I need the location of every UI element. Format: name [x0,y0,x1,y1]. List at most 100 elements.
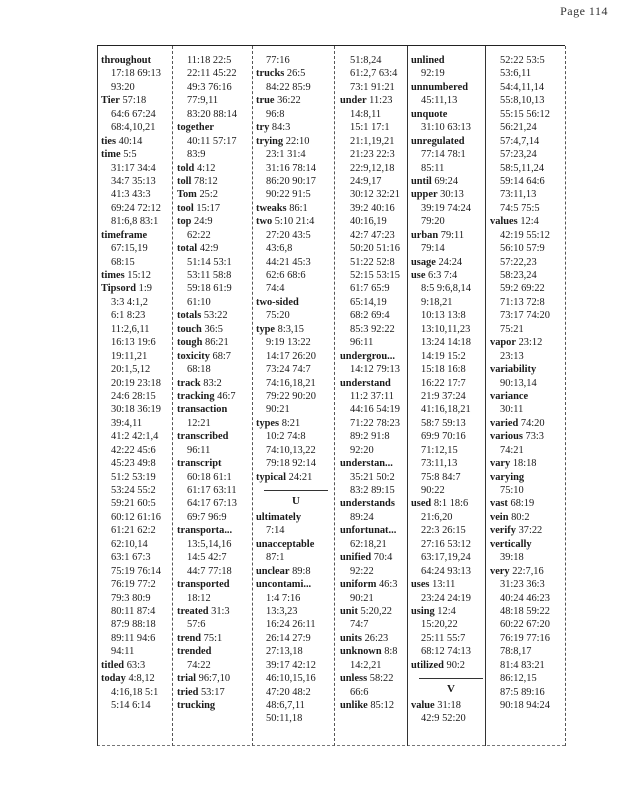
page-line-refs: 40:11 57:17 [187,135,237,147]
index-term: unnumbered [411,81,468,93]
page-line-refs: 81:6,8 83:1 [111,216,159,228]
page-line-refs: 36:5 [204,323,223,335]
index-entry: tough 86:21 [177,336,257,349]
index-term: tool [177,202,194,214]
page-line-refs: 59:21 60:5 [111,498,156,510]
page-line-refs: 79:22 90:20 [266,390,316,402]
page-line-refs: 93:20 [111,81,135,93]
index-term: told [177,162,195,174]
page-line-refs: 22:7,16 [512,565,544,577]
page-line-refs: 69:24 72:12 [111,202,161,214]
page-line-refs: 79:20 [421,216,445,228]
page-line-refs: 74:5 75:5 [500,202,540,214]
page-line-refs: 27:13,18 [266,646,303,658]
index-column: unlined 92:19 unnumbered 45:11,13 unquote 31:… [411,54,491,726]
index-term: types [256,417,280,429]
page-line-refs: 56:21,24 [500,122,537,134]
page-line-refs: 13:24 14:18 [421,337,471,349]
page-line-refs: 19:11,21 [111,350,148,362]
index-term: transported [177,579,230,591]
index-term: under [340,95,367,107]
page-line-refs: 41:3 43:3 [111,189,151,201]
index-entry: understand [340,377,420,390]
index-term: type [256,323,276,335]
index-term: unified [340,552,372,564]
index-entry: upper 30:13 [411,188,491,201]
page-line-refs: 86:12,15 [500,673,537,685]
index-entry: transported [177,578,257,591]
page-line-refs: 52:15 53:15 [350,270,400,281]
index-entry: uses 13:11 [411,578,491,591]
page-line-refs: 58:23,24 [500,270,537,281]
index-term: values [490,216,518,228]
index-entry: vapor 23:12 [490,336,570,349]
page-line-refs: 46:10,15,16 [266,673,316,685]
index-term: treated [177,605,209,617]
index-term: transcript [177,458,222,470]
page-line-refs: 24:24 [438,256,463,268]
index-entry: undergrou... [340,350,420,363]
column-divider [334,46,335,746]
page-line-refs: 56:10 57:9 [500,243,545,255]
index-entry: use 6:3 7:4 [411,269,491,282]
page-line-refs: 16:22 17:7 [421,377,466,389]
index-entry: unfortunat... [340,524,420,537]
page-line-refs: 58:22 [369,673,394,685]
index-entry: tool 15:17 [177,202,257,215]
page-line-refs: 83:2 89:15 [350,485,395,496]
index-column: throughout 17:18 69:13 93:20 Tier 57:18 64:6… [101,54,181,712]
page-line-refs: 31:17 34:4 [111,162,156,174]
index-term: track [177,377,201,389]
page-line-refs: 10:13 13:8 [421,310,466,322]
page-line-refs: 68:7 [212,350,231,362]
column-divider [565,46,566,746]
index-entry: two 5:10 21:4 [256,215,336,228]
index-entry: variability [490,363,570,376]
page-line-refs: 74:16,18,21 [266,377,316,389]
index-term: true [256,95,275,107]
page-line-refs: 22:10 [285,135,310,147]
page-line-refs: 74:7 [350,619,369,631]
index-entry: typical 24:21 [256,471,336,484]
page-line-refs: 68:15 [111,256,135,268]
page-line-refs: 83:20 88:14 [187,108,237,120]
page-line-refs: 10:2 74:8 [266,431,306,443]
page-line-refs: 30:18 36:19 [111,404,161,416]
page-line-refs: 69:9 70:16 [421,431,466,443]
page-line-refs: 8:1 18:6 [433,498,469,510]
page-line-refs: 20:19 23:18 [111,377,161,389]
page-line-refs: 39:4,11 [111,417,143,429]
index-entry: told 4:12 [177,162,257,175]
page-line-refs: 74:22 [187,659,211,671]
page-line-refs: 41:2 42:1,4 [111,431,159,443]
section-rule [419,678,483,680]
page-line-refs: 42:7 47:23 [350,229,395,241]
index-term: trucking [177,700,216,711]
page-line-refs: 89:11 94:6 [111,632,156,644]
page-line-refs: 74:4 [266,283,285,295]
page-line-refs: 90:21 [266,404,290,416]
index-term: unquote [411,108,448,120]
page-line-refs: 85:12 [370,700,395,711]
index-term: using [411,605,435,617]
page-line-refs: 96:11 [187,444,211,456]
index-entry: true 36:22 [256,94,336,107]
page-line-refs: 75:19 76:14 [111,565,161,577]
index-term: unclear [256,565,290,577]
page-line-refs: 12:4 [520,216,539,228]
page-line-refs: 61:2,7 63:4 [350,68,398,80]
page-line-refs: 68:18 [187,364,211,376]
index-column: 51:8,24 61:2,7 63:4 73:1 91:21 under 11:23 1… [340,54,420,712]
index-entry: unified 70:4 [340,551,420,564]
column-divider [97,46,98,746]
page-line-refs: 74:10,13,22 [266,444,316,456]
page-line-refs: 26:23 [364,632,389,644]
index-term: today [101,673,126,685]
index-term: verify [490,525,516,537]
page-line-refs: 96:7,10 [198,673,231,685]
index-entry: tweaks 86:1 [256,202,336,215]
index-term: unknown [340,646,382,658]
page-line-refs: 22:9,12,18 [350,162,395,174]
page-line-refs: 63:3 [126,659,146,671]
index-entry: very 22:7,16 [490,565,570,578]
